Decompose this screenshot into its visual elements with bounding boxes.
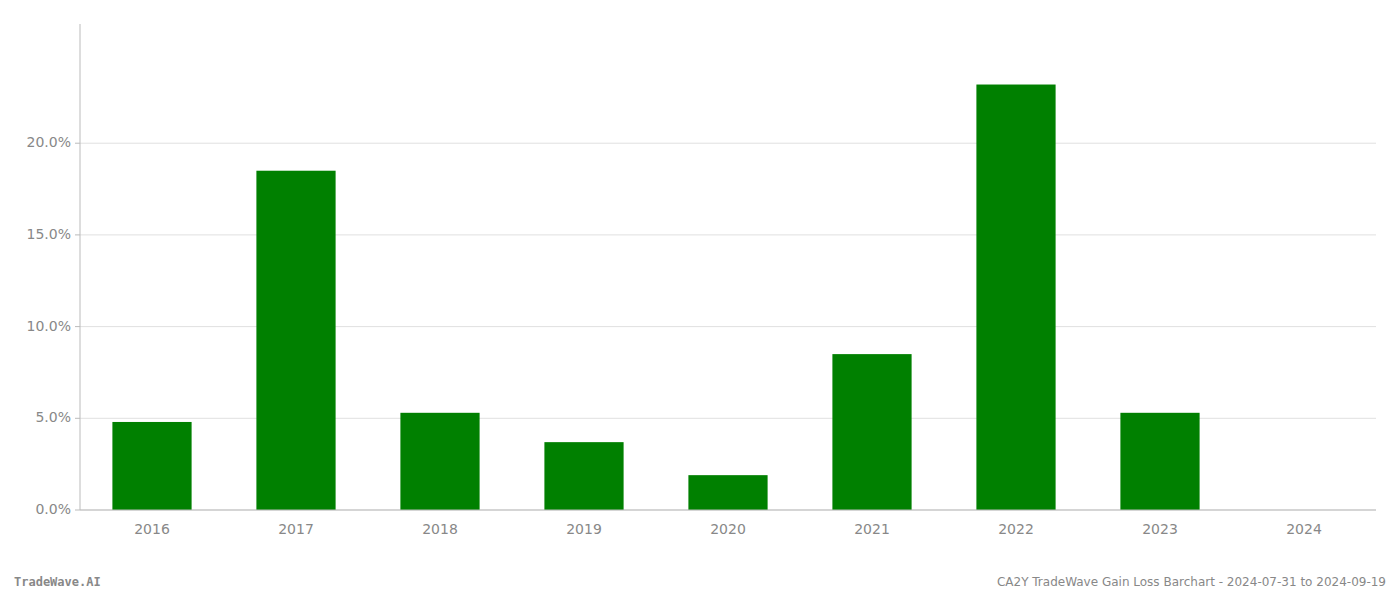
y-tick (75, 234, 80, 235)
x-tick-label: 2017 (278, 521, 314, 537)
x-axis: 2016 2017 2018 2019 2020 2021 2022 2023 2024 (80, 510, 1376, 537)
x-tick-label: 2022 (998, 521, 1034, 537)
bar (1120, 413, 1199, 510)
x-tick-label: 2020 (710, 521, 746, 537)
y-tick-label: 0.0% (35, 501, 71, 517)
y-axis-line (80, 24, 81, 510)
y-tick-label: 5.0% (35, 409, 71, 425)
x-tick-label: 2016 (134, 521, 170, 537)
x-tick-label: 2024 (1286, 521, 1322, 537)
grid-line (80, 510, 1376, 511)
bar (112, 422, 191, 510)
x-tick-label: 2019 (566, 521, 602, 537)
x-tick-label: 2021 (854, 521, 890, 537)
y-tick (75, 143, 80, 144)
x-axis-line (80, 510, 1376, 511)
bar (544, 442, 623, 510)
bar (976, 85, 1055, 510)
y-tick (75, 510, 80, 511)
y-tick (75, 418, 80, 419)
footer-right: CA2Y TradeWave Gain Loss Barchart - 2024… (997, 575, 1386, 589)
bar (256, 171, 335, 510)
chart: 0.0%5.0%10.0%15.0%20.0%20162017201820192… (0, 0, 1400, 600)
bar (688, 475, 767, 510)
y-tick (75, 326, 80, 327)
footer-left: TradeWave.AI (14, 575, 101, 589)
bar (400, 413, 479, 510)
y-tick-label: 15.0% (27, 226, 71, 242)
y-tick-label: 20.0% (27, 134, 71, 150)
y-axis: 0.0% 5.0% 10.0% 15.0% 20.0% (27, 24, 80, 517)
bar (832, 354, 911, 510)
grid-line (80, 143, 1376, 144)
y-tick-label: 10.0% (27, 318, 71, 334)
x-tick-label: 2023 (1142, 521, 1178, 537)
x-tick-label: 2018 (422, 521, 458, 537)
chart-container: 0.0%5.0%10.0%15.0%20.0%20162017201820192… (0, 0, 1400, 600)
grid (80, 143, 1376, 510)
bars (112, 85, 1199, 510)
